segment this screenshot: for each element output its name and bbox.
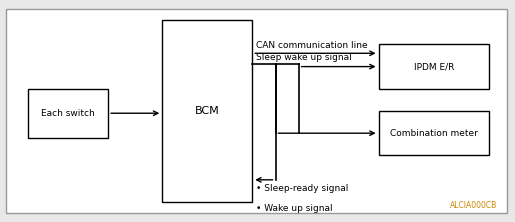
FancyBboxPatch shape — [162, 20, 252, 202]
Text: Each switch: Each switch — [41, 109, 95, 118]
Text: BCM: BCM — [195, 106, 220, 116]
FancyBboxPatch shape — [28, 89, 108, 138]
Text: IPDM E/R: IPDM E/R — [414, 62, 454, 71]
FancyBboxPatch shape — [379, 111, 489, 155]
FancyBboxPatch shape — [379, 44, 489, 89]
Text: • Wake up signal: • Wake up signal — [256, 204, 333, 213]
Text: ALCIA000CB: ALCIA000CB — [450, 201, 497, 210]
FancyBboxPatch shape — [6, 9, 507, 213]
Text: • Sleep-ready signal: • Sleep-ready signal — [256, 184, 349, 193]
Text: Combination meter: Combination meter — [390, 129, 478, 138]
Text: Sleep wake up signal: Sleep wake up signal — [256, 53, 352, 62]
Text: CAN communication line: CAN communication line — [256, 41, 368, 50]
